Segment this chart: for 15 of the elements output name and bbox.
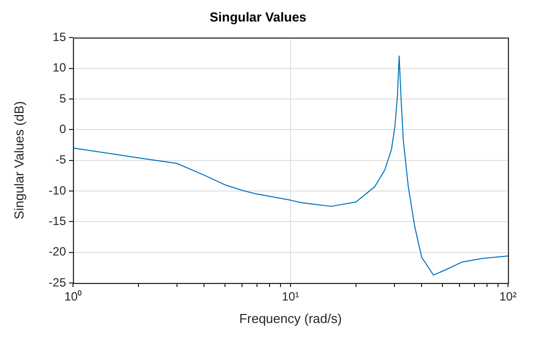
y-tick-label: 10 bbox=[52, 60, 66, 75]
x-tick-label: 10¹ bbox=[282, 290, 300, 304]
y-tick-label: 0 bbox=[59, 122, 66, 136]
x-tick-label: 10⁰ bbox=[64, 290, 82, 304]
x-tick-label: 10² bbox=[499, 290, 517, 304]
y-tick-label: 5 bbox=[59, 91, 66, 106]
y-tick-label: -25 bbox=[48, 275, 66, 290]
chart-title: Singular Values bbox=[210, 9, 306, 24]
x-axis-title: Frequency (rad/s) bbox=[239, 310, 342, 326]
y-tick-label: -15 bbox=[48, 214, 66, 228]
y-tick-label: -5 bbox=[55, 152, 66, 167]
y-tick-label: 15 bbox=[52, 30, 66, 44]
y-axis-title: Singular Values (dB) bbox=[11, 101, 26, 220]
y-tick-label: -20 bbox=[48, 244, 66, 259]
y-tick-label: -10 bbox=[48, 183, 66, 198]
